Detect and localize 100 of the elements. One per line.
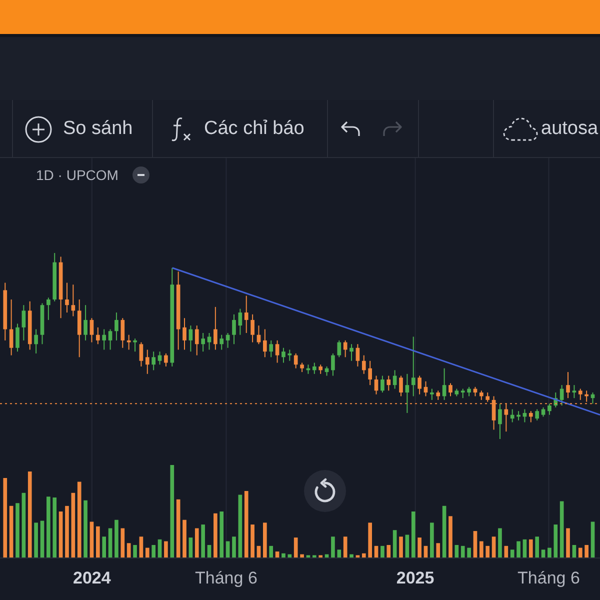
- candlestick: [207, 332, 212, 350]
- candlestick: [418, 375, 422, 395]
- bar: [250, 524, 254, 558]
- bar: [114, 520, 118, 558]
- bar: [194, 528, 199, 558]
- bar: [152, 544, 156, 558]
- candlestick: [226, 332, 230, 348]
- bar: [498, 528, 502, 558]
- bar: [578, 548, 582, 558]
- candlestick: [294, 352, 298, 369]
- candlestick: [535, 408, 540, 421]
- bar: [84, 500, 88, 558]
- bar: [77, 482, 82, 558]
- candlestick: [65, 282, 69, 314]
- candlestick: [16, 323, 20, 352]
- candlestick: [244, 295, 248, 334]
- candlestick: [46, 297, 50, 320]
- bar: [90, 522, 94, 558]
- bar: [139, 536, 144, 558]
- candlestick: [362, 354, 366, 374]
- bar: [337, 550, 342, 558]
- bar: [96, 526, 100, 558]
- bar: [430, 522, 434, 558]
- candlestick: [436, 390, 440, 400]
- bar: [492, 536, 496, 558]
- bar: [362, 553, 366, 558]
- bar: [399, 536, 403, 558]
- bar: [145, 548, 150, 558]
- bar: [448, 516, 452, 558]
- candlestick: [405, 373, 410, 414]
- bar: [460, 546, 465, 558]
- bar: [535, 536, 540, 558]
- x-tick-label: 2024: [72, 568, 112, 588]
- bar: [343, 536, 348, 558]
- candlestick: [22, 304, 26, 341]
- bar: [436, 543, 440, 558]
- bar: [548, 548, 552, 558]
- bar: [71, 492, 76, 558]
- candlestick: [331, 352, 335, 376]
- candlestick: [374, 375, 378, 395]
- bar: [312, 555, 316, 558]
- candlestick: [356, 344, 360, 367]
- candlestick: [528, 410, 533, 423]
- candlestick: [566, 372, 570, 399]
- text: Các chỉ báo: [204, 117, 304, 141]
- candlestick: [201, 332, 205, 352]
- bar: [176, 499, 180, 558]
- bar: [584, 544, 588, 558]
- bar: [108, 528, 112, 558]
- bar: [411, 512, 416, 558]
- candlestick: [164, 352, 168, 367]
- candlestick: [214, 306, 218, 350]
- bar: [504, 546, 508, 558]
- candlestick: [430, 388, 434, 400]
- chart-subtitle: 1D · UPCOM: [36, 166, 118, 184]
- x-tick-label: Tháng 6: [518, 568, 580, 588]
- bar: [473, 531, 478, 558]
- bar: [3, 478, 8, 558]
- candlestick: [152, 351, 156, 371]
- bar: [318, 555, 323, 558]
- bar: [22, 492, 26, 558]
- candlestick: [548, 403, 552, 416]
- bar: [263, 522, 267, 558]
- bar: [58, 512, 63, 558]
- bar: [120, 528, 125, 558]
- bar: [554, 524, 558, 558]
- candlestick: [194, 325, 199, 356]
- candlestick: [9, 299, 14, 356]
- candlestick: [188, 325, 193, 352]
- bar: [164, 541, 168, 558]
- bar: [282, 553, 286, 558]
- bar: [65, 506, 69, 558]
- candlestick: [238, 308, 242, 336]
- bar: [238, 494, 242, 558]
- candlestick: [182, 318, 186, 350]
- bar: [467, 548, 471, 558]
- bar: [590, 522, 595, 558]
- candlestick: [572, 384, 576, 399]
- bar: [510, 550, 514, 558]
- candlestick: [102, 328, 106, 350]
- bar: [170, 465, 174, 558]
- bar: [133, 544, 137, 558]
- candlestick: [133, 338, 137, 352]
- candlestick: [448, 382, 452, 397]
- candlestick: [399, 375, 403, 397]
- bar: [28, 472, 32, 558]
- candlestick: [510, 408, 514, 423]
- candlestick: [318, 364, 323, 374]
- x-tick-label: Tháng 6: [195, 568, 258, 588]
- candlestick: [578, 388, 582, 400]
- candlestick: [312, 362, 316, 374]
- bar: [331, 536, 335, 558]
- x-tick-label: 2025: [396, 568, 434, 588]
- candlestick: [126, 334, 131, 350]
- text: autosa: [541, 117, 598, 141]
- candlestick: [288, 349, 292, 362]
- candlestick: [541, 406, 546, 418]
- candlestick: [282, 347, 286, 364]
- bar: [566, 528, 570, 558]
- candlestick: [84, 304, 88, 341]
